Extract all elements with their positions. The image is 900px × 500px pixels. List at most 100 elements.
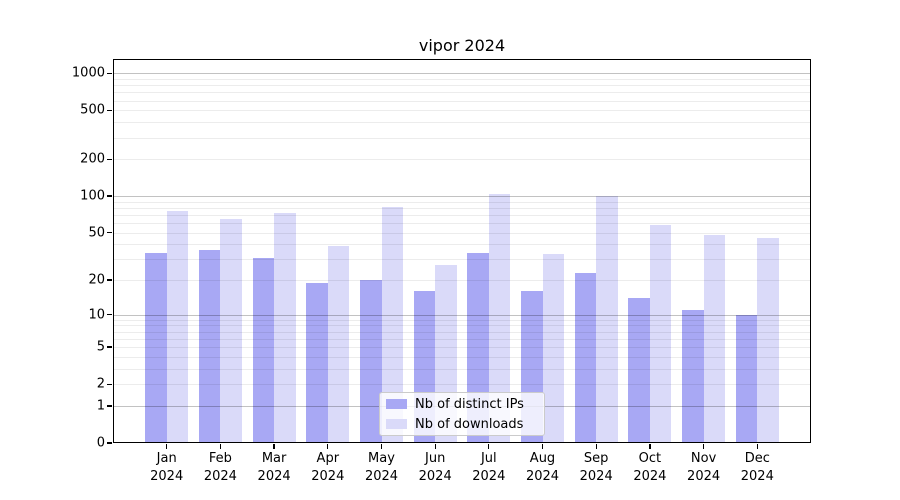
gridline-minor-700	[113, 92, 811, 94]
bar-downloads-feb	[220, 218, 242, 443]
x-tick-mark-jun	[434, 444, 436, 449]
y-tick-mark-0	[107, 442, 112, 444]
x-tick-mark-nov	[702, 444, 705, 449]
bar-downloads-jan	[166, 210, 189, 443]
y-tick-mark-50	[107, 231, 112, 234]
bar-ips-jan	[145, 252, 167, 443]
x-tick-mark-sep	[595, 444, 597, 449]
x-tick-mark-dec	[756, 444, 758, 449]
bar-downloads-mar	[274, 213, 296, 443]
chart-title: vipor 2024	[418, 36, 506, 55]
bar-ips-dec	[735, 314, 758, 443]
gridline-minor-6	[113, 338, 811, 340]
gridline-minor-3	[113, 368, 811, 370]
x-tick-label-mar: Mar 2024	[257, 451, 291, 484]
y-tick-label-100: 100	[80, 188, 105, 204]
gridline-minor-7	[113, 331, 811, 333]
legend-label: Nb of distinct IPs	[415, 396, 524, 412]
gridline-major-1000	[113, 73, 811, 75]
y-tick-mark-100	[107, 195, 112, 197]
gridline-minor-90	[113, 201, 811, 203]
bar-downloads-sep	[596, 196, 618, 443]
x-tick-mark-jan	[166, 444, 168, 449]
gridline-minor-600	[113, 100, 811, 102]
gridline-minor-200	[113, 159, 811, 161]
x-tick-mark-oct	[649, 444, 651, 449]
y-tick-mark-20	[107, 279, 112, 281]
gridline-minor-4	[113, 356, 811, 358]
legend-label: Nb of downloads	[415, 416, 524, 432]
y-tick-label-50: 50	[88, 225, 105, 241]
gridline-minor-40	[113, 244, 811, 246]
gridline-minor-80	[113, 207, 811, 209]
gridline-minor-50	[113, 232, 811, 234]
bar-downloads-jul	[488, 193, 511, 443]
y-tick-mark-1	[107, 405, 112, 407]
gridline-minor-400	[113, 122, 811, 124]
legend-swatch-icon	[386, 399, 407, 409]
gridline-minor-9	[113, 319, 811, 321]
bar-ips-mar	[252, 257, 275, 443]
bar-ips-nov	[682, 310, 704, 443]
gridline-minor-800	[113, 85, 811, 87]
y-tick-label-200: 200	[80, 151, 105, 167]
bar-ips-sep	[574, 272, 597, 443]
x-tick-label-dec: Dec 2024	[740, 451, 774, 484]
legend: Nb of distinct IPs Nb of downloads	[379, 392, 545, 436]
y-tick-label-20: 20	[88, 272, 105, 288]
x-tick-label-jun: Jun 2024	[418, 451, 452, 484]
x-tick-mark-may	[380, 444, 383, 449]
legend-row-distinct-ips: Nb of distinct IPs	[386, 397, 536, 412]
legend-row-downloads: Nb of downloads	[386, 417, 536, 432]
x-tick-label-nov: Nov 2024	[687, 451, 721, 484]
y-tick-mark-1000	[107, 72, 112, 74]
gridline-minor-60	[113, 223, 811, 224]
bar-ips-feb	[198, 249, 221, 443]
y-tick-label-1: 1	[96, 398, 105, 414]
gridline-minor-2	[113, 384, 811, 386]
bar-downloads-nov	[703, 234, 726, 443]
legend-swatch-icon	[386, 419, 407, 429]
bar-downloads-aug	[542, 254, 564, 443]
gridline-minor-500	[113, 110, 811, 112]
y-tick-mark-500	[107, 109, 112, 111]
y-tick-mark-5	[107, 346, 112, 348]
x-tick-label-feb: Feb 2024	[203, 451, 237, 484]
x-tick-mark-aug	[541, 444, 544, 449]
x-tick-label-sep: Sep 2024	[579, 451, 613, 484]
gridline-minor-5	[113, 347, 811, 349]
x-tick-mark-jul	[488, 444, 490, 449]
gridline-minor-8	[113, 325, 811, 327]
gridline-minor-20	[113, 280, 811, 282]
bar-downloads-may	[381, 206, 403, 443]
bar-ips-may	[360, 280, 382, 443]
bar-ips-oct	[628, 298, 650, 443]
y-tick-label-0: 0	[96, 435, 105, 451]
gridline-minor-30	[113, 259, 811, 261]
x-tick-mark-mar	[273, 444, 275, 449]
x-tick-label-apr: Apr 2024	[311, 451, 345, 484]
gridline-minor-70	[113, 214, 811, 216]
y-tick-label-5: 5	[96, 339, 105, 355]
y-tick-label-2: 2	[96, 376, 105, 392]
x-tick-label-jul: Jul 2024	[472, 451, 506, 484]
x-tick-label-may: May 2024	[364, 451, 399, 484]
gridline-major-100	[113, 196, 811, 197]
x-tick-mark-apr	[327, 444, 329, 449]
gridline-major-10	[113, 314, 811, 316]
x-tick-label-oct: Oct 2024	[633, 451, 667, 484]
bar-downloads-dec	[757, 238, 779, 443]
bar-downloads-oct	[649, 224, 672, 443]
y-tick-label-1000: 1000	[71, 65, 105, 81]
gridline-minor-900	[113, 78, 811, 80]
y-tick-label-500: 500	[80, 102, 105, 118]
y-tick-mark-2	[107, 383, 112, 385]
x-tick-mark-feb	[219, 444, 222, 449]
gridline-minor-300	[113, 137, 811, 139]
y-tick-mark-200	[107, 158, 112, 160]
bar-ips-apr	[306, 282, 328, 443]
bar-downloads-apr	[327, 245, 350, 443]
y-tick-label-10: 10	[88, 307, 105, 323]
y-tick-mark-10	[107, 314, 112, 316]
